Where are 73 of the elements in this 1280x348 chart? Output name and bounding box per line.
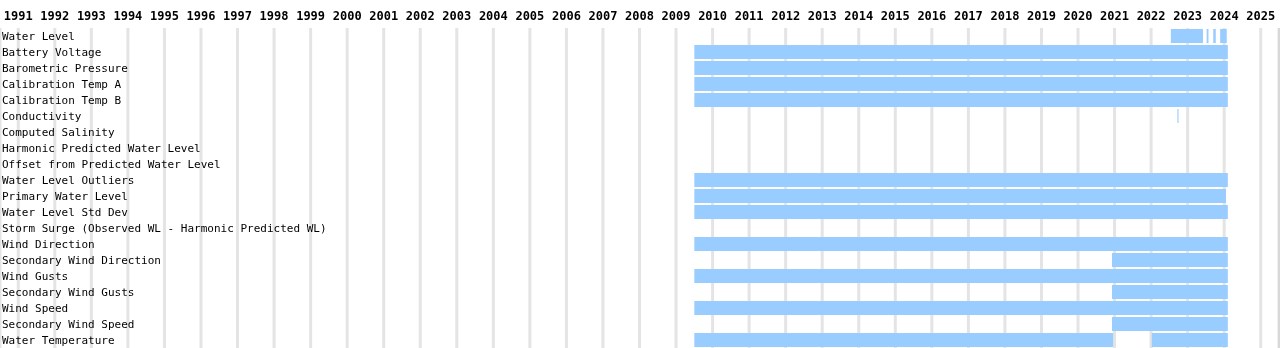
x-tick-label: 2020 xyxy=(1063,9,1093,23)
y-tick-label: Barometric Pressure xyxy=(2,62,128,75)
x-tick-label: 2003 xyxy=(442,9,472,23)
x-tick-label: 1994 xyxy=(113,9,143,23)
x-tick-label: 2007 xyxy=(588,9,618,23)
x-tick-label: 2014 xyxy=(844,9,874,23)
x-tick-label: 2024 xyxy=(1209,9,1239,23)
y-tick-label: Primary Water Level xyxy=(2,190,128,203)
bar xyxy=(694,77,1228,91)
x-tick-label: 1992 xyxy=(40,9,70,23)
y-tick-label: Water Temperature xyxy=(2,334,115,347)
x-tick-label: 2009 xyxy=(661,9,691,23)
y-tick-label: Harmonic Predicted Water Level xyxy=(2,142,201,155)
x-tick-label: 2004 xyxy=(478,9,508,23)
y-tick-label: Water Level Outliers xyxy=(2,174,135,187)
x-tick-label: 2011 xyxy=(734,9,764,23)
x-tick-label: 2022 xyxy=(1136,9,1166,23)
bar xyxy=(1151,333,1228,347)
x-tick-label: 2010 xyxy=(698,9,728,23)
y-tick-label: Offset from Predicted Water Level xyxy=(2,158,221,171)
y-tick-label: Storm Surge (Observed WL - Harmonic Predicted WL) xyxy=(2,222,327,235)
x-tick-label: 2019 xyxy=(1027,9,1056,23)
x-tick-label: 2008 xyxy=(625,9,654,23)
y-tick-label: Secondary Wind Direction xyxy=(2,254,161,267)
bar xyxy=(1213,29,1216,43)
bar xyxy=(1170,29,1203,43)
y-tick-label: Secondary Wind Gusts xyxy=(2,286,135,299)
x-tick-label: 2013 xyxy=(807,9,837,23)
bar xyxy=(694,205,1228,219)
bar xyxy=(1112,317,1228,331)
bar xyxy=(694,61,1228,75)
x-tick-label: 2000 xyxy=(332,9,362,23)
bar xyxy=(694,269,1228,283)
x-tick-label: 1999 xyxy=(296,9,326,23)
bar xyxy=(694,333,1114,347)
x-tick-label: 2001 xyxy=(369,9,399,23)
y-tick-label: Water Level xyxy=(2,30,75,43)
x-tick-label: 1993 xyxy=(76,9,106,23)
x-tick-label: 2012 xyxy=(771,9,801,23)
x-tick-label: 2005 xyxy=(515,9,545,23)
bar xyxy=(694,189,1227,203)
x-tick-label: 2015 xyxy=(880,9,910,23)
bar xyxy=(694,237,1228,251)
y-tick-label: Secondary Wind Speed xyxy=(2,318,135,331)
y-tick-label: Conductivity xyxy=(2,110,82,123)
y-tick-label: Wind Direction xyxy=(2,238,95,251)
x-tick-label: 2016 xyxy=(917,9,947,23)
x-tick-label: 2017 xyxy=(953,9,983,23)
y-tick-label: Battery Voltage xyxy=(2,46,102,59)
bar xyxy=(1112,285,1228,299)
y-tick-label: Calibration Temp B xyxy=(2,94,122,107)
bar xyxy=(694,93,1228,107)
bar xyxy=(694,173,1228,187)
x-tick-label: 2002 xyxy=(405,9,435,23)
x-tick-label: 2021 xyxy=(1100,9,1130,23)
x-tick-label: 1995 xyxy=(149,9,179,23)
y-tick-label: Wind Gusts xyxy=(2,270,69,283)
bar xyxy=(1112,253,1228,267)
y-tick-label: Computed Salinity xyxy=(2,126,115,139)
bar xyxy=(1220,29,1227,43)
y-tick-label: Water Level Std Dev xyxy=(2,206,129,219)
x-tick-label: 1997 xyxy=(223,9,252,23)
x-tick-label: 1996 xyxy=(186,9,216,23)
bar xyxy=(694,45,1228,59)
x-tick-label: 1991 xyxy=(3,9,33,23)
y-tick-label: Wind Speed xyxy=(2,302,69,315)
x-tick-label: 2018 xyxy=(990,9,1020,23)
x-tick-label: 1998 xyxy=(259,9,289,23)
bar xyxy=(694,301,1228,315)
y-tick-label: Calibration Temp A xyxy=(2,78,122,91)
x-tick-label: 2006 xyxy=(551,9,581,23)
x-tick-label: 2025 xyxy=(1246,9,1276,23)
x-tick-label: 2023 xyxy=(1173,9,1203,23)
